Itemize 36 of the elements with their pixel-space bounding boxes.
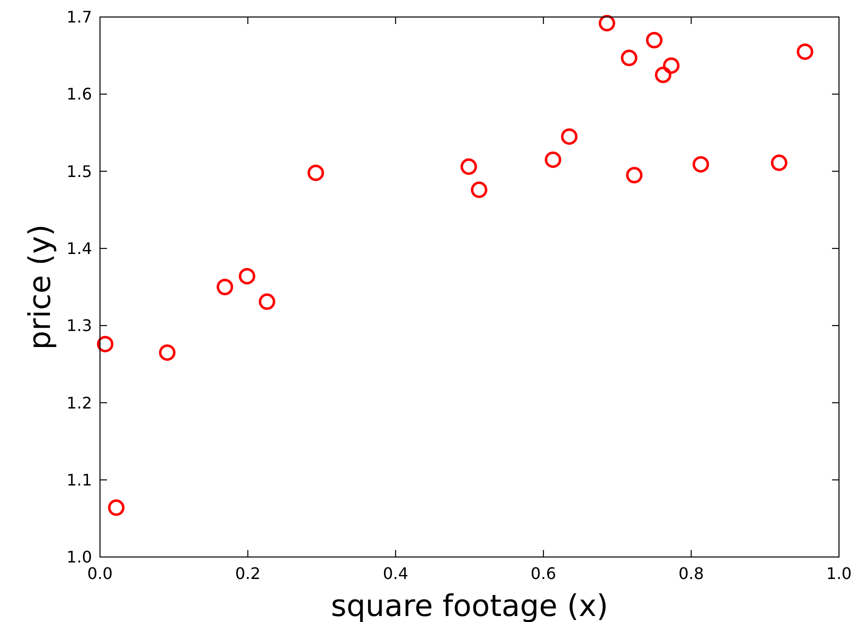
point bbox=[646, 32, 662, 48]
point bbox=[238, 268, 256, 284]
point bbox=[692, 156, 710, 173]
point bbox=[108, 499, 125, 516]
x-tick-label: 0.2 bbox=[235, 564, 261, 583]
x-axis-title: square footage (x) bbox=[330, 589, 608, 622]
point bbox=[460, 158, 478, 175]
point bbox=[470, 182, 488, 198]
point bbox=[654, 66, 672, 84]
y-tick-label: 1.1 bbox=[66, 470, 92, 490]
point bbox=[770, 154, 788, 172]
point bbox=[662, 57, 680, 74]
point bbox=[561, 128, 578, 145]
point bbox=[598, 14, 616, 32]
x-tick-label: 1.0 bbox=[826, 564, 852, 583]
y-axis-title: price (y) bbox=[23, 224, 58, 350]
y-tick-label: 1.3 bbox=[66, 316, 92, 336]
point bbox=[258, 293, 276, 310]
y-tick-label: 1.5 bbox=[66, 162, 92, 181]
y-tick-label: 1.0 bbox=[66, 548, 92, 567]
point bbox=[216, 278, 234, 296]
point bbox=[159, 344, 176, 361]
point bbox=[544, 151, 562, 168]
x-tick-label: 0.6 bbox=[530, 564, 556, 583]
y-tick-label: 1.2 bbox=[66, 393, 92, 412]
point bbox=[308, 164, 324, 182]
x-tick-label: 0.8 bbox=[678, 564, 704, 583]
y-tick-label: 1.6 bbox=[66, 84, 92, 104]
point bbox=[620, 50, 638, 66]
point bbox=[626, 166, 643, 184]
y-tick-label: 1.4 bbox=[66, 239, 92, 258]
point bbox=[796, 43, 814, 60]
y-tick-label: 1.7 bbox=[66, 8, 92, 27]
x-tick-label: 0.0 bbox=[87, 564, 113, 583]
x-tick-label: 0.4 bbox=[382, 564, 408, 583]
point bbox=[96, 336, 114, 352]
